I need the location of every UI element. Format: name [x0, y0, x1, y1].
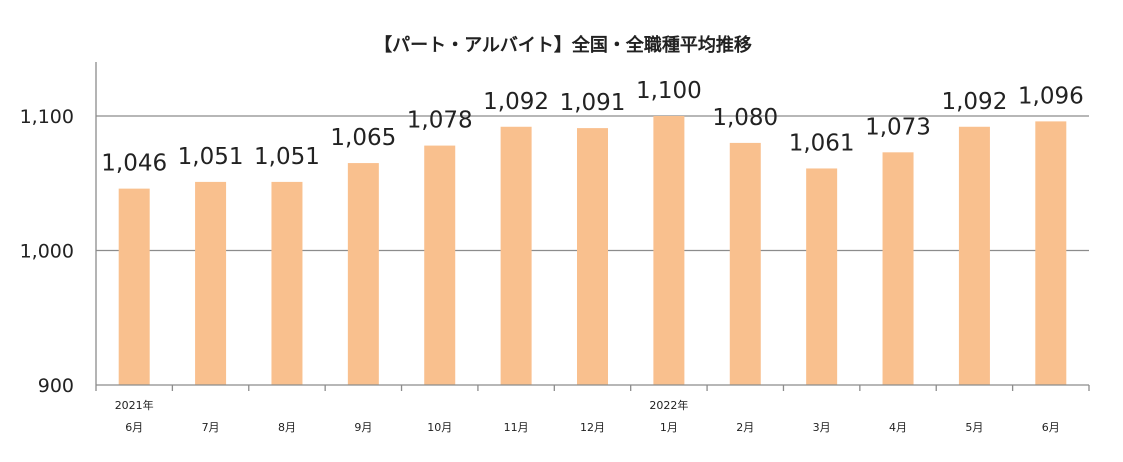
x-tick-month-label: 9月	[354, 421, 372, 434]
data-label: 1,091	[560, 90, 626, 116]
data-label: 1,092	[941, 89, 1007, 115]
data-label: 1,061	[789, 130, 855, 156]
x-tick-labels: 2021年 6月 7月 8月 9月 10月 11月 12月 2022年 1月 2月 3月 4月 5月 6月	[115, 398, 1060, 434]
data-label: 1,100	[636, 78, 702, 104]
y-tick-label: 900	[38, 375, 74, 397]
data-label: 1,078	[407, 108, 473, 134]
y-tick-label: 1,000	[20, 241, 74, 263]
bar	[118, 188, 150, 385]
bar	[653, 116, 685, 385]
x-tick-month-label: 1月	[660, 421, 678, 434]
bars	[118, 116, 1067, 386]
x-tick-month-label: 8月	[278, 421, 296, 434]
bar	[424, 145, 456, 385]
bar	[729, 142, 761, 385]
x-tick-month-label: 12月	[580, 421, 605, 434]
x-tick-month-label: 6月	[1042, 421, 1060, 434]
x-tick-month-label: 5月	[965, 421, 983, 434]
data-label: 1,073	[865, 114, 931, 140]
x-tick-month-label: 3月	[813, 421, 831, 434]
data-label: 1,051	[254, 144, 320, 170]
x-tick-month-label: 4月	[889, 421, 907, 434]
bar	[500, 126, 532, 385]
bar	[958, 126, 990, 385]
chart-title: 【パート・アルバイト】全国・全職種平均推移	[374, 34, 752, 56]
data-label: 1,065	[330, 125, 396, 151]
data-labels: 1,046 1,051 1,051 1,065 1,078 1,092 1,091 1,100…	[101, 78, 1083, 177]
data-label: 1,046	[101, 151, 167, 177]
bar	[1035, 121, 1067, 385]
bar	[577, 128, 608, 386]
data-label: 1,096	[1018, 83, 1084, 109]
bar	[271, 181, 303, 385]
bar	[195, 181, 227, 385]
data-label: 1,080	[712, 105, 778, 131]
x-tick-month-label: 2月	[736, 421, 754, 434]
x-tick-month-label: 6月	[125, 421, 143, 434]
data-label: 1,092	[483, 89, 549, 115]
bar	[347, 163, 379, 385]
data-label: 1,051	[178, 144, 244, 170]
axes	[95, 62, 1090, 391]
x-tick-month-label: 11月	[504, 421, 529, 434]
x-tick-month-label: 7月	[202, 421, 220, 434]
bar	[882, 152, 914, 385]
y-tick-labels: 900 1,000 1,100	[20, 106, 74, 397]
x-tick-year-label: 2021年	[115, 398, 154, 412]
bar	[806, 168, 838, 385]
x-tick-year-label: 2022年	[649, 398, 688, 412]
y-tick-label: 1,100	[20, 106, 74, 128]
x-tick-month-label: 10月	[427, 421, 452, 434]
